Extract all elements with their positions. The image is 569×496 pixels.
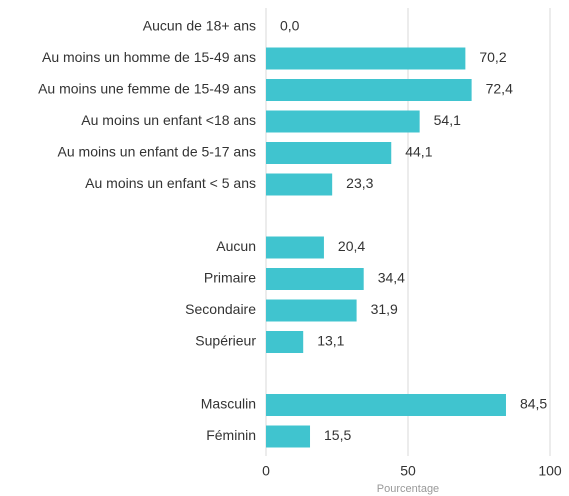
value-label: 31,9 [371, 301, 398, 317]
bar [266, 142, 392, 164]
value-label: 15,5 [324, 427, 351, 443]
y-tick-label: Au moins un homme de 15-49 ans [42, 49, 256, 65]
bar [266, 425, 311, 448]
value-label: 20,4 [338, 238, 365, 254]
y-tick-label: Masculin [201, 396, 256, 412]
value-label: 70,2 [479, 49, 506, 65]
y-tick-label: Secondaire [185, 301, 256, 317]
value-label: 13,1 [317, 333, 344, 349]
value-label: 84,5 [520, 396, 547, 412]
x-tick-label: 100 [538, 463, 562, 479]
bar [266, 331, 304, 353]
x-axis-label: Pourcentage [377, 483, 439, 495]
value-label: 23,3 [346, 175, 373, 191]
value-label: 44,1 [405, 144, 432, 160]
y-tick-label: Féminin [206, 427, 256, 443]
x-tick-label: 50 [400, 463, 416, 479]
y-tick-label: Au moins un enfant <18 ans [81, 112, 256, 128]
bar [266, 79, 472, 101]
bar [266, 47, 466, 70]
value-label: 34,4 [378, 270, 405, 286]
value-label: 72,4 [486, 81, 513, 97]
y-tick-label: Aucun de 18+ ans [143, 18, 256, 34]
bar [266, 236, 324, 259]
y-tick-label: Aucun [216, 238, 256, 254]
bar [266, 394, 506, 416]
y-tick-label: Supérieur [195, 333, 256, 349]
y-tick-label: Au moins un enfant de 5-17 ans [58, 144, 256, 160]
value-label: 0,0 [280, 18, 300, 34]
value-label: 54,1 [434, 112, 461, 128]
y-tick-label: Au moins un enfant < 5 ans [85, 175, 256, 191]
bar [266, 268, 364, 290]
bar [266, 299, 357, 322]
x-tick-label: 0 [262, 463, 270, 479]
y-tick-label: Primaire [204, 270, 256, 286]
y-tick-label: Au moins une femme de 15-49 ans [38, 81, 256, 97]
bar [266, 173, 333, 196]
bar [266, 110, 420, 133]
